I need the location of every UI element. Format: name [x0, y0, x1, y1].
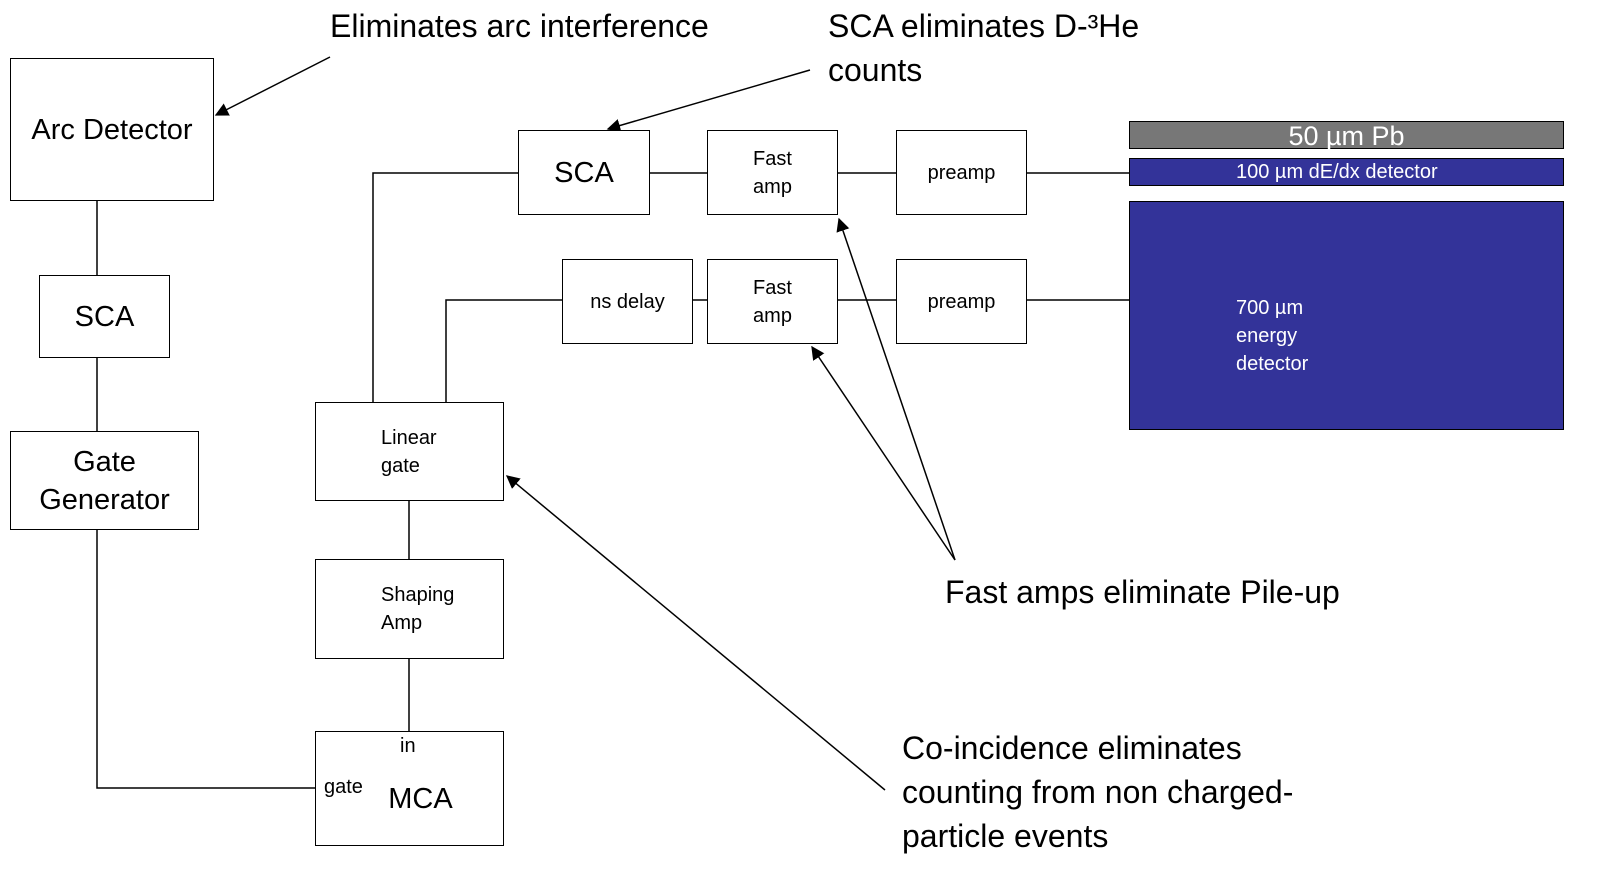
- node: SCA: [518, 130, 650, 215]
- node: Fast amp: [707, 130, 838, 215]
- node: Gate Generator: [10, 431, 199, 530]
- port-label: in: [400, 735, 416, 757]
- annotation: Eliminates arc interference: [330, 8, 709, 44]
- node: Arc Detector: [10, 58, 214, 201]
- port-label: gate: [324, 776, 363, 798]
- node: preamp: [896, 259, 1027, 344]
- node: MCA: [315, 731, 504, 846]
- detector: 50 µm Pb: [1129, 121, 1564, 150]
- node: preamp: [896, 130, 1027, 215]
- annotation: SCA eliminates D-³He counts: [828, 8, 1140, 88]
- wires: [96, 172, 1129, 789]
- detector: 100 µm dE/dx detector: [1129, 158, 1564, 186]
- annotation: Fast amps eliminate Pile-up: [945, 574, 1340, 610]
- node: Linear gate: [315, 402, 504, 501]
- arrows: [214, 56, 956, 791]
- node: ns delay: [562, 259, 693, 344]
- node: Fast amp: [707, 259, 838, 344]
- node: SCA: [39, 275, 170, 358]
- node: Shaping Amp: [315, 559, 504, 659]
- annotation: Co-incidence eliminates counting from no…: [902, 730, 1294, 854]
- detector: 700 µm energy detector: [1129, 201, 1564, 430]
